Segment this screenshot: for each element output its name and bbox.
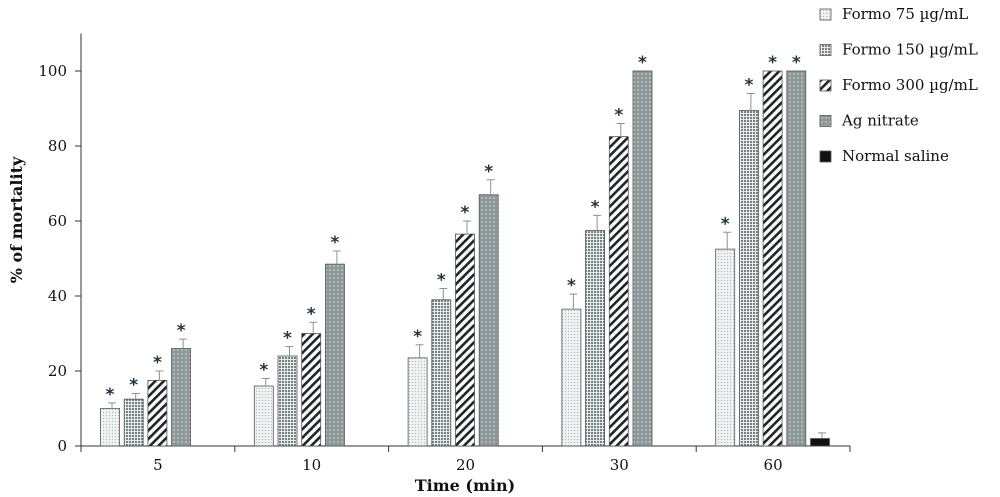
- bar: [147, 379, 168, 447]
- bar: [632, 70, 653, 447]
- bar: [810, 438, 830, 447]
- y-axis-title: % of mortality: [7, 156, 26, 283]
- legend-swatch: [819, 8, 832, 21]
- bar: [762, 70, 783, 447]
- significance-marker: *: [638, 53, 647, 73]
- bar: [253, 385, 274, 447]
- legend-label: Formo 300 µg/mL: [842, 76, 978, 94]
- bar: [171, 348, 192, 447]
- significance-marker: *: [744, 76, 753, 96]
- significance-marker: *: [129, 376, 138, 396]
- x-tick-label: 5: [153, 456, 163, 474]
- bar: [478, 194, 499, 447]
- significance-marker: *: [106, 385, 115, 405]
- significance-marker: *: [461, 203, 470, 223]
- significance-marker: *: [437, 271, 446, 291]
- y-tick-label: 0: [57, 437, 67, 455]
- y-tick-label: 40: [48, 287, 67, 305]
- significance-marker: *: [307, 304, 316, 324]
- x-tick-label: 20: [456, 456, 475, 474]
- bar: [739, 109, 759, 447]
- bar: [407, 357, 428, 447]
- legend: Formo 75 µg/mL Formo 150 µg/mL Formo 300 µ…: [819, 5, 978, 165]
- x-tick-label: 10: [302, 456, 321, 474]
- x-tick-label: 30: [610, 456, 629, 474]
- bar: [715, 248, 736, 447]
- significance-marker: *: [768, 53, 777, 73]
- significance-marker: *: [259, 361, 268, 381]
- bar: [324, 263, 345, 447]
- x-axis-title: Time (min): [415, 476, 515, 495]
- bar: [608, 136, 629, 447]
- significance-marker: *: [721, 214, 730, 234]
- bar: [431, 299, 452, 447]
- bar: [455, 233, 475, 447]
- y-tick-label: 80: [48, 137, 67, 155]
- significance-marker: *: [792, 53, 801, 73]
- legend-label: Formo 75 µg/mL: [842, 5, 968, 23]
- significance-marker: *: [484, 162, 493, 182]
- bar: [100, 408, 120, 447]
- bar: [786, 70, 807, 447]
- legend-swatch: [819, 115, 832, 127]
- legend-swatch: [819, 79, 832, 92]
- bar: [585, 229, 605, 447]
- legend-label: Normal saline: [842, 147, 949, 165]
- significance-marker: *: [567, 276, 576, 296]
- legend-label: Formo 150 µg/mL: [842, 41, 978, 59]
- significance-marker: *: [413, 327, 422, 347]
- bar: [561, 308, 582, 447]
- y-tick-label: 20: [48, 362, 67, 380]
- y-tick-label: 60: [48, 212, 67, 230]
- legend-label: Ag nitrate: [841, 112, 919, 130]
- significance-marker: *: [177, 321, 186, 341]
- significance-marker: *: [283, 329, 292, 349]
- significance-marker: *: [330, 233, 339, 253]
- bar: [301, 333, 322, 447]
- significance-marker: *: [153, 353, 162, 373]
- significance-marker: *: [614, 106, 623, 126]
- bar: [123, 398, 144, 447]
- plot-area: 0 20 40 60 80 100 5 10 20 30 60 * * * * * * * * * * * * * * * * * * *…: [38, 33, 851, 474]
- legend-swatch: [819, 150, 832, 163]
- significance-marker: *: [591, 197, 600, 217]
- bar: [277, 355, 298, 447]
- x-tick-label: 60: [764, 456, 783, 474]
- y-tick-label: 100: [38, 62, 67, 80]
- legend-swatch: [819, 44, 832, 56]
